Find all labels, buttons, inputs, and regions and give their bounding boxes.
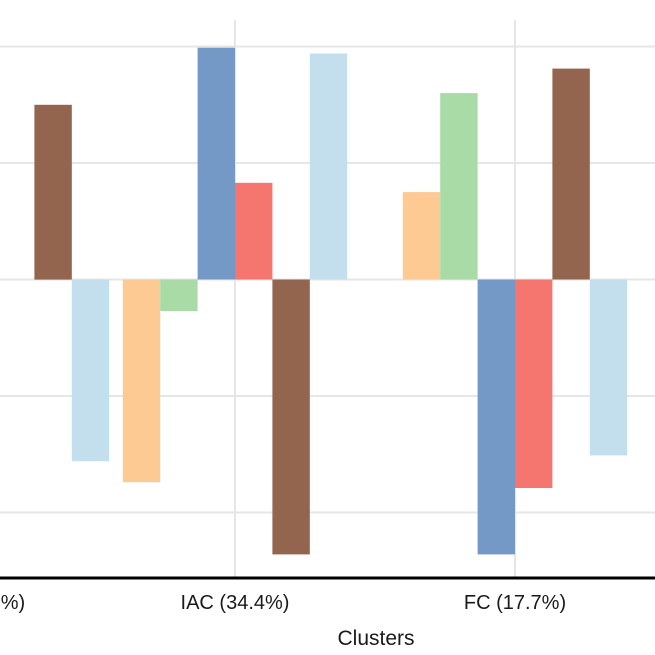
x-axis-title: Clusters [337, 627, 414, 650]
bar [402, 192, 441, 280]
bar [235, 182, 273, 280]
bars [34, 47, 628, 555]
bar [477, 279, 515, 555]
bar [552, 68, 590, 280]
bar [34, 104, 72, 280]
bar [515, 279, 553, 488]
x-tick-label: IAC (34.4%) [181, 592, 290, 614]
bar [122, 279, 161, 483]
bar [197, 47, 235, 280]
bar [160, 279, 198, 311]
bar [440, 93, 478, 280]
bar [589, 279, 628, 456]
x-tick-labels: %) IAC (34.4%) FC (17.7%) [1, 592, 566, 614]
x-tick-label: %) [1, 592, 25, 614]
bar [272, 279, 310, 555]
bar [71, 279, 110, 462]
x-tick-label: FC (17.7%) [464, 592, 566, 614]
bar [309, 53, 348, 280]
